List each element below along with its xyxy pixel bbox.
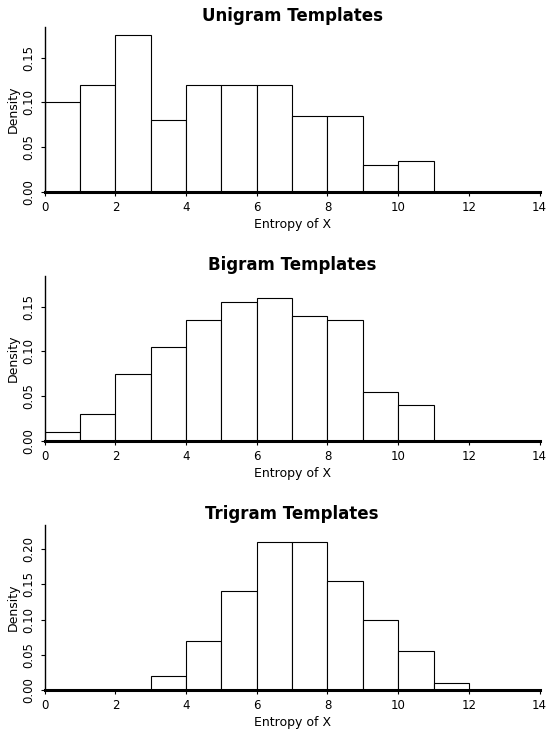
X-axis label: Entropy of X: Entropy of X — [254, 218, 331, 231]
Bar — [363, 165, 398, 192]
Y-axis label: Density: Density — [7, 334, 20, 382]
Bar — [151, 676, 186, 690]
Bar — [186, 640, 222, 690]
Bar — [363, 620, 398, 690]
Bar — [327, 581, 363, 690]
Bar — [398, 405, 434, 441]
Bar — [222, 592, 257, 690]
Title: Unigram Templates: Unigram Templates — [202, 7, 383, 25]
Bar — [222, 302, 257, 441]
Title: Bigram Templates: Bigram Templates — [208, 256, 376, 274]
Bar — [257, 298, 292, 441]
Bar — [115, 374, 151, 441]
Bar — [363, 392, 398, 441]
Bar — [45, 432, 80, 441]
Bar — [292, 542, 327, 690]
Bar — [151, 120, 186, 192]
Bar — [257, 85, 292, 192]
Bar — [292, 116, 327, 192]
Bar — [45, 102, 80, 192]
Title: Trigram Templates: Trigram Templates — [206, 505, 379, 523]
Bar — [80, 85, 115, 192]
X-axis label: Entropy of X: Entropy of X — [254, 467, 331, 480]
Bar — [327, 116, 363, 192]
Bar — [398, 651, 434, 690]
Y-axis label: Density: Density — [7, 85, 20, 133]
Bar — [434, 683, 469, 690]
Bar — [222, 85, 257, 192]
X-axis label: Entropy of X: Entropy of X — [254, 716, 331, 729]
Bar — [115, 35, 151, 192]
Bar — [257, 542, 292, 690]
Bar — [186, 320, 222, 441]
Bar — [186, 85, 222, 192]
Bar — [80, 414, 115, 441]
Bar — [292, 316, 327, 441]
Y-axis label: Density: Density — [7, 584, 20, 631]
Bar — [398, 160, 434, 192]
Bar — [151, 347, 186, 441]
Bar — [327, 320, 363, 441]
